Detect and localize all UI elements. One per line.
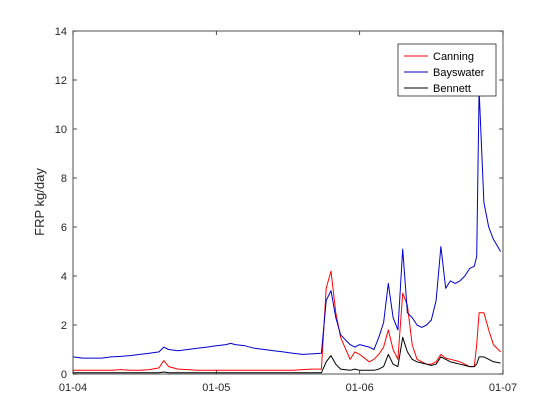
x-tick-label: 01-05: [202, 382, 230, 394]
series-line-bayswater: [72, 89, 502, 359]
y-tick-label: 10: [55, 124, 67, 136]
legend-label-canning: Canning: [433, 51, 474, 63]
x-tick-label: 01-07: [489, 382, 517, 394]
legend-box: [397, 43, 497, 97]
y-tick-label: 0: [61, 369, 67, 381]
series-layer: [72, 89, 502, 374]
plot-frame: [72, 30, 504, 375]
y-tick-label: 8: [61, 173, 67, 185]
x-tick-label: 01-06: [346, 382, 374, 394]
y-tick-label: 6: [61, 222, 67, 234]
tick-layer: 0 2 4 6 8 10 12 14 01-04 01-05 01-06 01-07: [55, 26, 517, 394]
series-line-bennett: [73, 336, 501, 374]
y-axis-label: FRP kg/day: [32, 168, 47, 236]
legend-items: Canning Bayswater Bennett: [404, 51, 485, 95]
legend: Canning Bayswater Bennett: [397, 43, 497, 97]
series-line-canning: [73, 270, 501, 371]
legend-label-bennett: Bennett: [433, 83, 471, 95]
legend-label-bayswater: Bayswater: [433, 67, 485, 79]
y-tick-label: 14: [55, 26, 67, 38]
y-tick-label: 4: [61, 271, 67, 283]
y-tick-label: 12: [55, 75, 67, 87]
y-tick-label: 2: [61, 320, 67, 332]
x-tick-label: 01-04: [59, 382, 87, 394]
